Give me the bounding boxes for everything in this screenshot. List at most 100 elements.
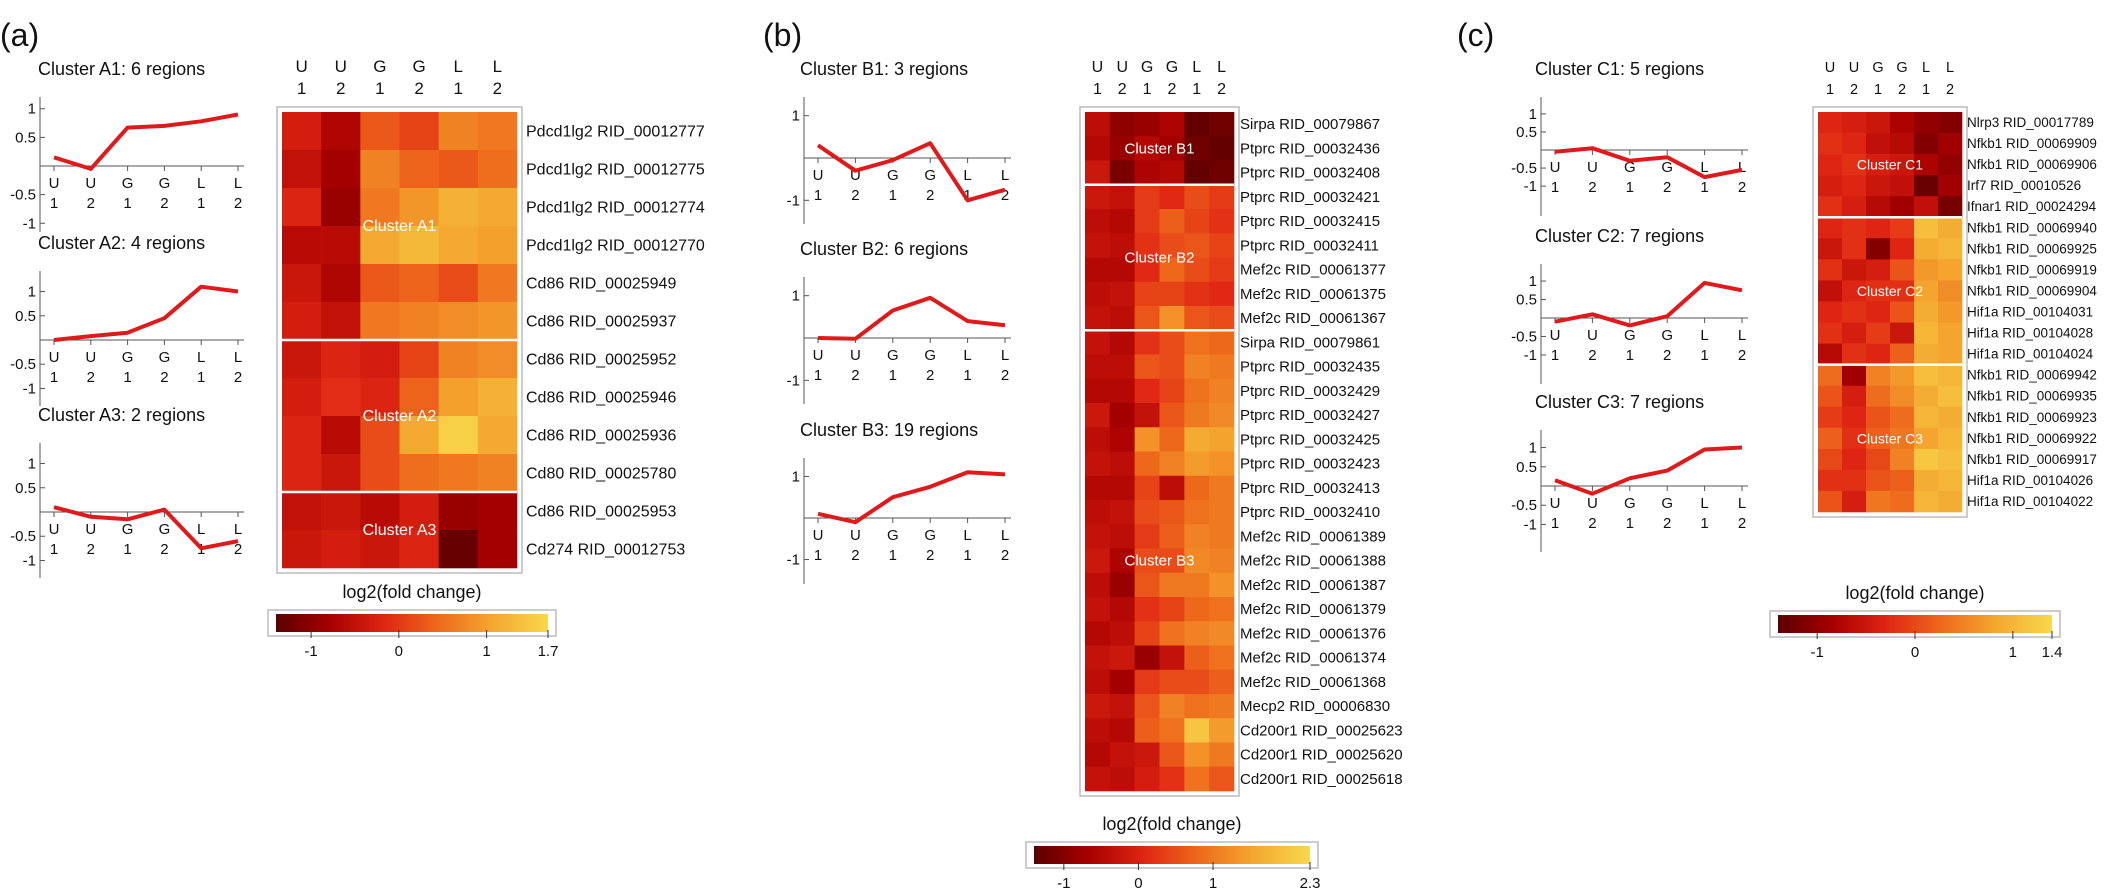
column-header-letter: L <box>1217 59 1226 76</box>
heatmap-cell <box>1842 280 1867 302</box>
heatmap-cell <box>321 226 361 265</box>
heatmap-cell <box>1842 301 1867 323</box>
heatmap-cell <box>1159 524 1185 549</box>
column-header-letter: G <box>412 57 425 76</box>
heatmap-cluster-label: Cluster A1 <box>363 218 437 235</box>
x-tick-letter: G <box>159 521 171 538</box>
heatmap-cell <box>1866 469 1891 492</box>
heatmap-cell <box>1866 175 1891 197</box>
heatmap-cell <box>1818 406 1843 429</box>
x-tick-number: 2 <box>87 369 95 386</box>
row-label: Cd80 RID_00025780 <box>526 465 676 482</box>
column-header-number: 1 <box>1922 82 1930 98</box>
heatmap-cell <box>1890 427 1915 450</box>
x-tick-letter: U <box>813 167 824 184</box>
heatmap-cell <box>1184 257 1210 283</box>
heatmap-cell <box>1866 196 1891 218</box>
colorbar: log2(fold change) -1 0 1 1.7 <box>267 582 558 660</box>
heatmap-cell <box>1085 257 1111 283</box>
heatmap-cell <box>282 416 322 455</box>
heatmap-cell <box>1109 378 1135 404</box>
y-tick-label: -0.5 <box>1511 497 1537 514</box>
heatmap-cell <box>1184 572 1210 598</box>
heatmap-cell <box>1914 196 1939 218</box>
heatmap-cell <box>1109 548 1135 574</box>
row-label: Nfkb1 RID_00069922 <box>1967 431 2097 446</box>
heatmap-cell <box>1184 112 1210 137</box>
heatmap-cell <box>1085 475 1111 501</box>
heatmap-cell <box>1866 217 1891 239</box>
x-tick-letter: L <box>1738 495 1746 512</box>
heatmap-cell <box>282 188 322 227</box>
row-label: Mef2c RID_00061389 <box>1240 528 1386 545</box>
heatmap-cell <box>399 302 439 341</box>
y-tick-label: -0.5 <box>1511 160 1537 177</box>
heatmap-cluster-label: Cluster B1 <box>1124 140 1194 157</box>
row-label: Cd274 RID_00012753 <box>526 541 685 558</box>
heatmap-cell <box>1085 184 1111 210</box>
heatmap-cell <box>1134 621 1160 646</box>
row-label: Pdcd1lg2 RID_00012777 <box>526 123 705 140</box>
heatmap-cell <box>1938 343 1963 365</box>
y-tick-label: -1 <box>787 192 800 209</box>
x-tick-letter: L <box>1700 159 1708 176</box>
x-tick-letter: L <box>1700 495 1708 512</box>
x-tick-letter: G <box>924 527 936 544</box>
heatmap-cell <box>438 264 479 303</box>
heatmap-cell <box>1866 427 1891 450</box>
x-tick-letter: L <box>1738 327 1746 344</box>
heatmap-cell <box>438 454 479 493</box>
heatmap-cell <box>1134 136 1160 161</box>
heatmap-cell <box>321 112 361 151</box>
heatmap-cell <box>321 264 361 303</box>
row-label: Ptprc RID_00032415 <box>1240 213 1380 230</box>
heatmap-cell <box>477 454 518 493</box>
heatmap-cell <box>1159 475 1185 501</box>
x-tick-number: 1 <box>1626 179 1634 196</box>
x-tick-number: 1 <box>889 187 897 204</box>
row-label: Cd86 RID_00025949 <box>526 275 676 292</box>
heatmap-cell <box>1866 490 1891 513</box>
heatmap-cell <box>477 226 518 265</box>
y-tick-label: 0.5 <box>1516 292 1537 309</box>
column-header-letter: U <box>1092 59 1104 76</box>
row-label: Ptprc RID_00032413 <box>1240 480 1380 497</box>
x-tick-letter: L <box>197 349 205 366</box>
heatmap-cell <box>1890 175 1915 197</box>
heatmap-cell <box>1914 448 1939 471</box>
heatmap-cell <box>1914 133 1939 155</box>
row-label: Nfkb1 RID_00069923 <box>1967 410 2097 425</box>
x-tick-letter: U <box>85 521 96 538</box>
heatmap-cell <box>1159 645 1185 671</box>
x-tick-letter: U <box>813 527 824 544</box>
column-header-letter: U <box>1116 59 1128 76</box>
heatmap-cell <box>477 112 518 151</box>
heatmap-cell <box>1866 322 1891 344</box>
heatmap-cell <box>1914 112 1939 134</box>
x-tick-letter: U <box>1587 495 1598 512</box>
heatmap-cell <box>1209 597 1235 622</box>
heatmap-cell <box>1818 217 1843 239</box>
heatmap-cell <box>1134 281 1160 307</box>
column-header-letter: U <box>295 57 307 76</box>
heatmap-cell <box>1085 209 1111 234</box>
row-label: Cd86 RID_00025952 <box>526 351 676 368</box>
heatmap-cell <box>1159 427 1185 452</box>
cluster-profile-chart: Cluster B1: 3 regions 1 -1 U 1 U 2 G 1 G 2 L 1 L 2 <box>787 59 1011 224</box>
heatmap-cell <box>282 492 322 531</box>
column-header-letter: U <box>1849 60 1859 76</box>
x-tick-number: 1 <box>197 195 205 212</box>
heatmap-cell <box>1134 184 1160 210</box>
row-label: Ifnar1 RID_00024294 <box>1967 199 2097 214</box>
heatmap-cell <box>360 454 400 493</box>
x-tick-number: 2 <box>234 369 242 386</box>
x-tick-letter: G <box>1661 327 1673 344</box>
heatmap-cell <box>1109 330 1135 355</box>
heatmap: U 1 U 2 G 1 G 2 L 1 L 2 Pdcd1lg2 RID_00012777 Pdcd1lg… <box>276 57 705 574</box>
cluster-title: Cluster C1: 5 regions <box>1535 59 1704 79</box>
x-tick-letter: G <box>887 167 899 184</box>
x-tick-letter: L <box>197 521 205 538</box>
heatmap-cell <box>1184 718 1210 743</box>
heatmap-cell <box>477 492 518 531</box>
